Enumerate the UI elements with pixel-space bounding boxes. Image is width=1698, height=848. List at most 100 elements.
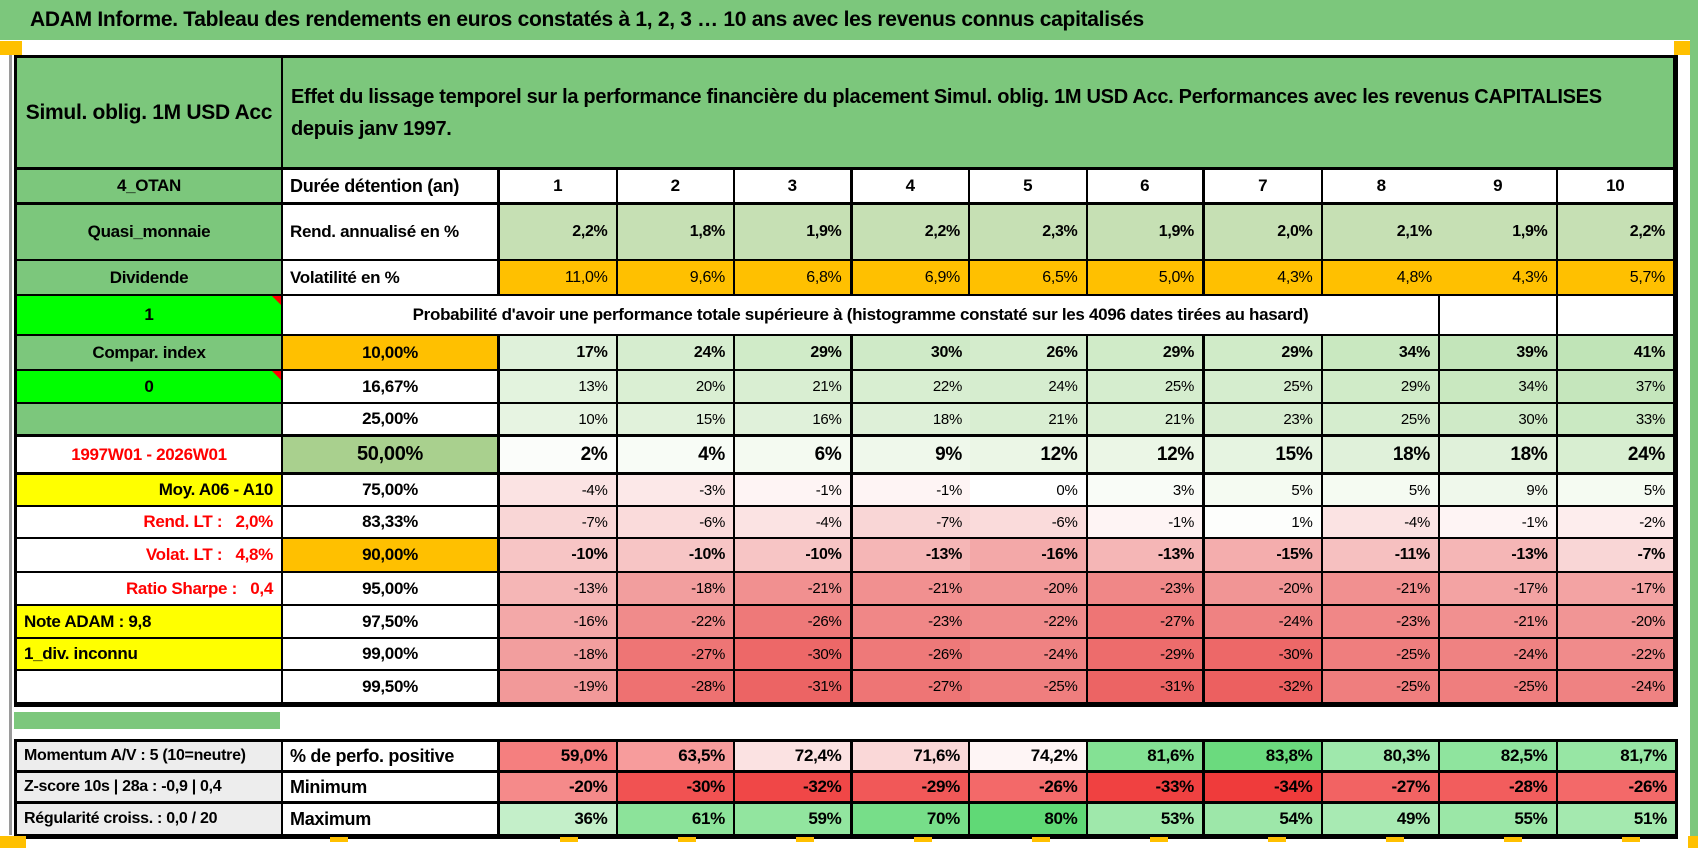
row-label-a[interactable]: 1997W01 - 2026W01: [17, 437, 283, 475]
duration-year-cell[interactable]: 9: [1440, 170, 1558, 205]
value-cell[interactable]: -21%: [852, 573, 970, 606]
row-label-a[interactable]: 1: [17, 296, 283, 336]
value-cell[interactable]: -19%: [500, 671, 618, 704]
value-cell[interactable]: -26%: [852, 639, 970, 671]
value-cell[interactable]: -20%: [970, 573, 1088, 606]
stat-value-cell[interactable]: 61%: [617, 804, 735, 836]
value-cell[interactable]: -23%: [1322, 606, 1440, 639]
duration-year-cell[interactable]: 6: [1087, 170, 1205, 205]
value-cell[interactable]: 10%: [500, 404, 618, 437]
value-cell[interactable]: -13%: [1440, 539, 1558, 573]
row-label-b[interactable]: 50,00%: [283, 437, 500, 475]
value-cell[interactable]: 21%: [735, 371, 853, 404]
value-cell[interactable]: 1,9%: [1087, 205, 1205, 261]
duration-year-cell[interactable]: 7: [1205, 170, 1323, 205]
empty-cell[interactable]: [1440, 296, 1558, 336]
stat-label-a[interactable]: Z-score 10s | 28a : -0,9 | 0,4: [17, 773, 283, 804]
value-cell[interactable]: 6%: [735, 437, 853, 475]
row-label-b[interactable]: 83,33%: [283, 507, 500, 539]
value-cell[interactable]: 29%: [1322, 371, 1440, 404]
value-cell[interactable]: -20%: [1557, 606, 1675, 639]
value-cell[interactable]: 24%: [1557, 437, 1675, 475]
value-cell[interactable]: -10%: [617, 539, 735, 573]
value-cell[interactable]: 4,3%: [1205, 261, 1323, 296]
value-cell[interactable]: -1%: [735, 475, 853, 507]
duration-year-cell[interactable]: 10: [1557, 170, 1675, 205]
value-cell[interactable]: -25%: [1440, 671, 1558, 704]
value-cell[interactable]: -4%: [735, 507, 853, 539]
duration-year-cell[interactable]: 2: [617, 170, 735, 205]
row-label-b[interactable]: 90,00%: [283, 539, 500, 573]
value-cell[interactable]: 6,5%: [970, 261, 1088, 296]
value-cell[interactable]: 34%: [1322, 336, 1440, 371]
value-cell[interactable]: -13%: [852, 539, 970, 573]
row-label-a[interactable]: 0: [17, 371, 283, 404]
row-label-a[interactable]: Compar. index: [17, 336, 283, 371]
duration-year-cell[interactable]: 5: [970, 170, 1088, 205]
value-cell[interactable]: 5%: [1205, 475, 1323, 507]
value-cell[interactable]: 30%: [1440, 404, 1558, 437]
value-cell[interactable]: -16%: [970, 539, 1088, 573]
value-cell[interactable]: 16%: [735, 404, 853, 437]
value-cell[interactable]: 12%: [970, 437, 1088, 475]
stat-value-cell[interactable]: -28%: [1440, 773, 1558, 804]
row-label-a[interactable]: Moy. A06 - A10: [17, 475, 283, 507]
value-cell[interactable]: -15%: [1205, 539, 1323, 573]
value-cell[interactable]: -11%: [1322, 539, 1440, 573]
value-cell[interactable]: 4,3%: [1440, 261, 1558, 296]
value-cell[interactable]: -21%: [1440, 606, 1558, 639]
value-cell[interactable]: 15%: [617, 404, 735, 437]
probability-header-cell[interactable]: Probabilité d'avoir une performance tota…: [283, 296, 1440, 336]
value-cell[interactable]: 13%: [500, 371, 618, 404]
value-cell[interactable]: 9%: [1440, 475, 1558, 507]
value-cell[interactable]: -1%: [852, 475, 970, 507]
value-cell[interactable]: 25%: [1087, 371, 1205, 404]
row-label-b[interactable]: 75,00%: [283, 475, 500, 507]
value-cell[interactable]: 1,9%: [735, 205, 853, 261]
stat-value-cell[interactable]: 63,5%: [617, 742, 735, 773]
value-cell[interactable]: -18%: [500, 639, 618, 671]
stat-value-cell[interactable]: 81,7%: [1557, 742, 1675, 773]
stat-value-cell[interactable]: 53%: [1087, 804, 1205, 836]
value-cell[interactable]: -10%: [735, 539, 853, 573]
stat-value-cell[interactable]: 72,4%: [735, 742, 853, 773]
value-cell[interactable]: 1,8%: [617, 205, 735, 261]
value-cell[interactable]: -24%: [970, 639, 1088, 671]
duration-year-cell[interactable]: 4: [852, 170, 970, 205]
row-label-a[interactable]: 4_OTAN: [17, 170, 283, 205]
row-label-b[interactable]: 25,00%: [283, 404, 500, 437]
value-cell[interactable]: -7%: [500, 507, 618, 539]
value-cell[interactable]: 23%: [1205, 404, 1323, 437]
value-cell[interactable]: -21%: [735, 573, 853, 606]
value-cell[interactable]: 22%: [852, 371, 970, 404]
value-cell[interactable]: -23%: [852, 606, 970, 639]
stat-value-cell[interactable]: 36%: [500, 804, 618, 836]
value-cell[interactable]: -1%: [1440, 507, 1558, 539]
value-cell[interactable]: 5%: [1322, 475, 1440, 507]
value-cell[interactable]: -29%: [1087, 639, 1205, 671]
row-label-a[interactable]: Quasi_monnaie: [17, 205, 283, 261]
value-cell[interactable]: 5%: [1557, 475, 1675, 507]
value-cell[interactable]: -21%: [1322, 573, 1440, 606]
stat-value-cell[interactable]: -26%: [1557, 773, 1675, 804]
value-cell[interactable]: 2,0%: [1205, 205, 1323, 261]
value-cell[interactable]: 25%: [1205, 371, 1323, 404]
value-cell[interactable]: 17%: [500, 336, 618, 371]
stat-value-cell[interactable]: 70%: [852, 804, 970, 836]
value-cell[interactable]: -25%: [970, 671, 1088, 704]
row-label-a[interactable]: [17, 671, 283, 704]
value-cell[interactable]: 9,6%: [617, 261, 735, 296]
stat-value-cell[interactable]: 51%: [1557, 804, 1675, 836]
value-cell[interactable]: -18%: [617, 573, 735, 606]
value-cell[interactable]: -7%: [852, 507, 970, 539]
value-cell[interactable]: -13%: [1087, 539, 1205, 573]
stat-value-cell[interactable]: 81,6%: [1087, 742, 1205, 773]
stat-value-cell[interactable]: 71,6%: [852, 742, 970, 773]
value-cell[interactable]: 6,8%: [735, 261, 853, 296]
value-cell[interactable]: -22%: [970, 606, 1088, 639]
row-label-b[interactable]: 95,00%: [283, 573, 500, 606]
row-label-b[interactable]: 99,00%: [283, 639, 500, 671]
value-cell[interactable]: -22%: [617, 606, 735, 639]
value-cell[interactable]: 33%: [1557, 404, 1675, 437]
value-cell[interactable]: -24%: [1205, 606, 1323, 639]
